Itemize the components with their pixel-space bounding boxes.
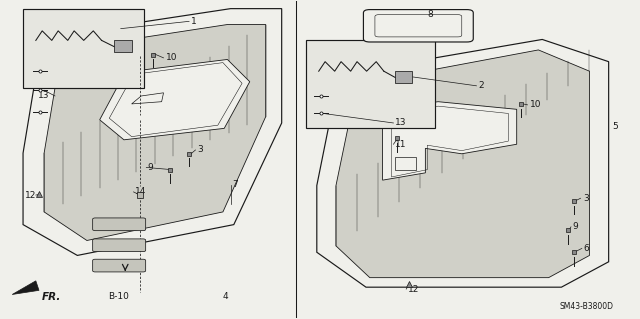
Text: 7: 7	[232, 181, 237, 189]
FancyBboxPatch shape	[93, 218, 146, 231]
Text: 4: 4	[223, 292, 228, 301]
Text: FR.: FR.	[42, 292, 61, 302]
Text: B-10: B-10	[108, 292, 129, 301]
Text: 8: 8	[428, 10, 433, 19]
Text: 12: 12	[408, 285, 419, 293]
FancyBboxPatch shape	[375, 15, 462, 37]
FancyBboxPatch shape	[364, 10, 473, 42]
Polygon shape	[100, 59, 250, 140]
Text: 5: 5	[612, 122, 618, 131]
Text: 13: 13	[38, 92, 49, 100]
Polygon shape	[44, 25, 266, 241]
Bar	[115, 40, 132, 52]
FancyBboxPatch shape	[93, 239, 146, 252]
Polygon shape	[306, 41, 435, 128]
Text: 3: 3	[197, 145, 203, 154]
Text: 12: 12	[25, 190, 36, 200]
Bar	[396, 71, 412, 83]
Text: 2: 2	[478, 81, 484, 90]
Text: 3: 3	[583, 194, 589, 203]
Polygon shape	[132, 93, 164, 104]
Polygon shape	[23, 9, 145, 88]
Text: 9: 9	[572, 222, 578, 231]
Text: 13: 13	[396, 118, 407, 128]
Text: 10: 10	[529, 100, 541, 109]
Polygon shape	[336, 50, 589, 278]
FancyBboxPatch shape	[93, 259, 146, 272]
Text: 11: 11	[396, 140, 407, 149]
Polygon shape	[12, 281, 39, 294]
Text: 9: 9	[148, 163, 154, 172]
Text: 14: 14	[135, 187, 146, 197]
Polygon shape	[396, 157, 416, 170]
Text: 1: 1	[191, 17, 196, 26]
Text: SM43-B3800D: SM43-B3800D	[560, 302, 614, 311]
Polygon shape	[383, 102, 516, 180]
Text: 10: 10	[166, 53, 177, 62]
Text: 6: 6	[583, 244, 589, 253]
